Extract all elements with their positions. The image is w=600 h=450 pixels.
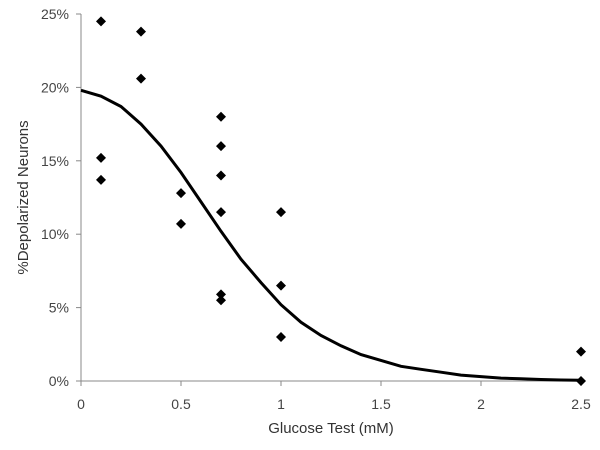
data-point (216, 295, 226, 306)
y-axis-title: %Depolarized Neurons (15, 120, 32, 274)
x-tick-label: 0.5 (171, 396, 191, 412)
y-axis-ticks: 0% 5% 10% 15% 20% 25% (41, 6, 81, 389)
x-tick-label: 2.5 (571, 396, 591, 412)
fit-curve (80, 88, 582, 382)
data-point (136, 26, 146, 37)
data-point (576, 346, 586, 357)
data-point (276, 207, 286, 218)
data-point (96, 16, 106, 27)
data-point (136, 73, 146, 84)
x-axis-ticks: 0 0.5 1 1.5 2 2.5 (77, 381, 591, 412)
data-point (216, 141, 226, 152)
data-point (176, 188, 186, 199)
y-tick-label: 5% (49, 300, 69, 316)
data-point (216, 207, 226, 218)
data-point (96, 174, 106, 185)
data-point (216, 111, 226, 122)
data-point (216, 289, 226, 300)
y-tick-label: 25% (41, 6, 69, 22)
y-tick-label: 15% (41, 153, 69, 169)
y-tick-label: 20% (41, 79, 69, 95)
x-tick-label: 0 (77, 396, 85, 412)
data-point (276, 280, 286, 291)
data-point (216, 170, 226, 181)
data-points (96, 16, 586, 386)
x-tick-label: 1.5 (371, 396, 391, 412)
data-point (176, 218, 186, 229)
x-axis-title: Glucose Test (mM) (268, 420, 394, 437)
x-tick-label: 1 (277, 396, 285, 412)
x-tick-label: 2 (477, 396, 485, 412)
data-point (276, 331, 286, 342)
data-point (576, 376, 586, 386)
y-tick-label: 10% (41, 226, 69, 242)
y-tick-label: 0% (49, 373, 69, 389)
data-point (96, 152, 106, 163)
